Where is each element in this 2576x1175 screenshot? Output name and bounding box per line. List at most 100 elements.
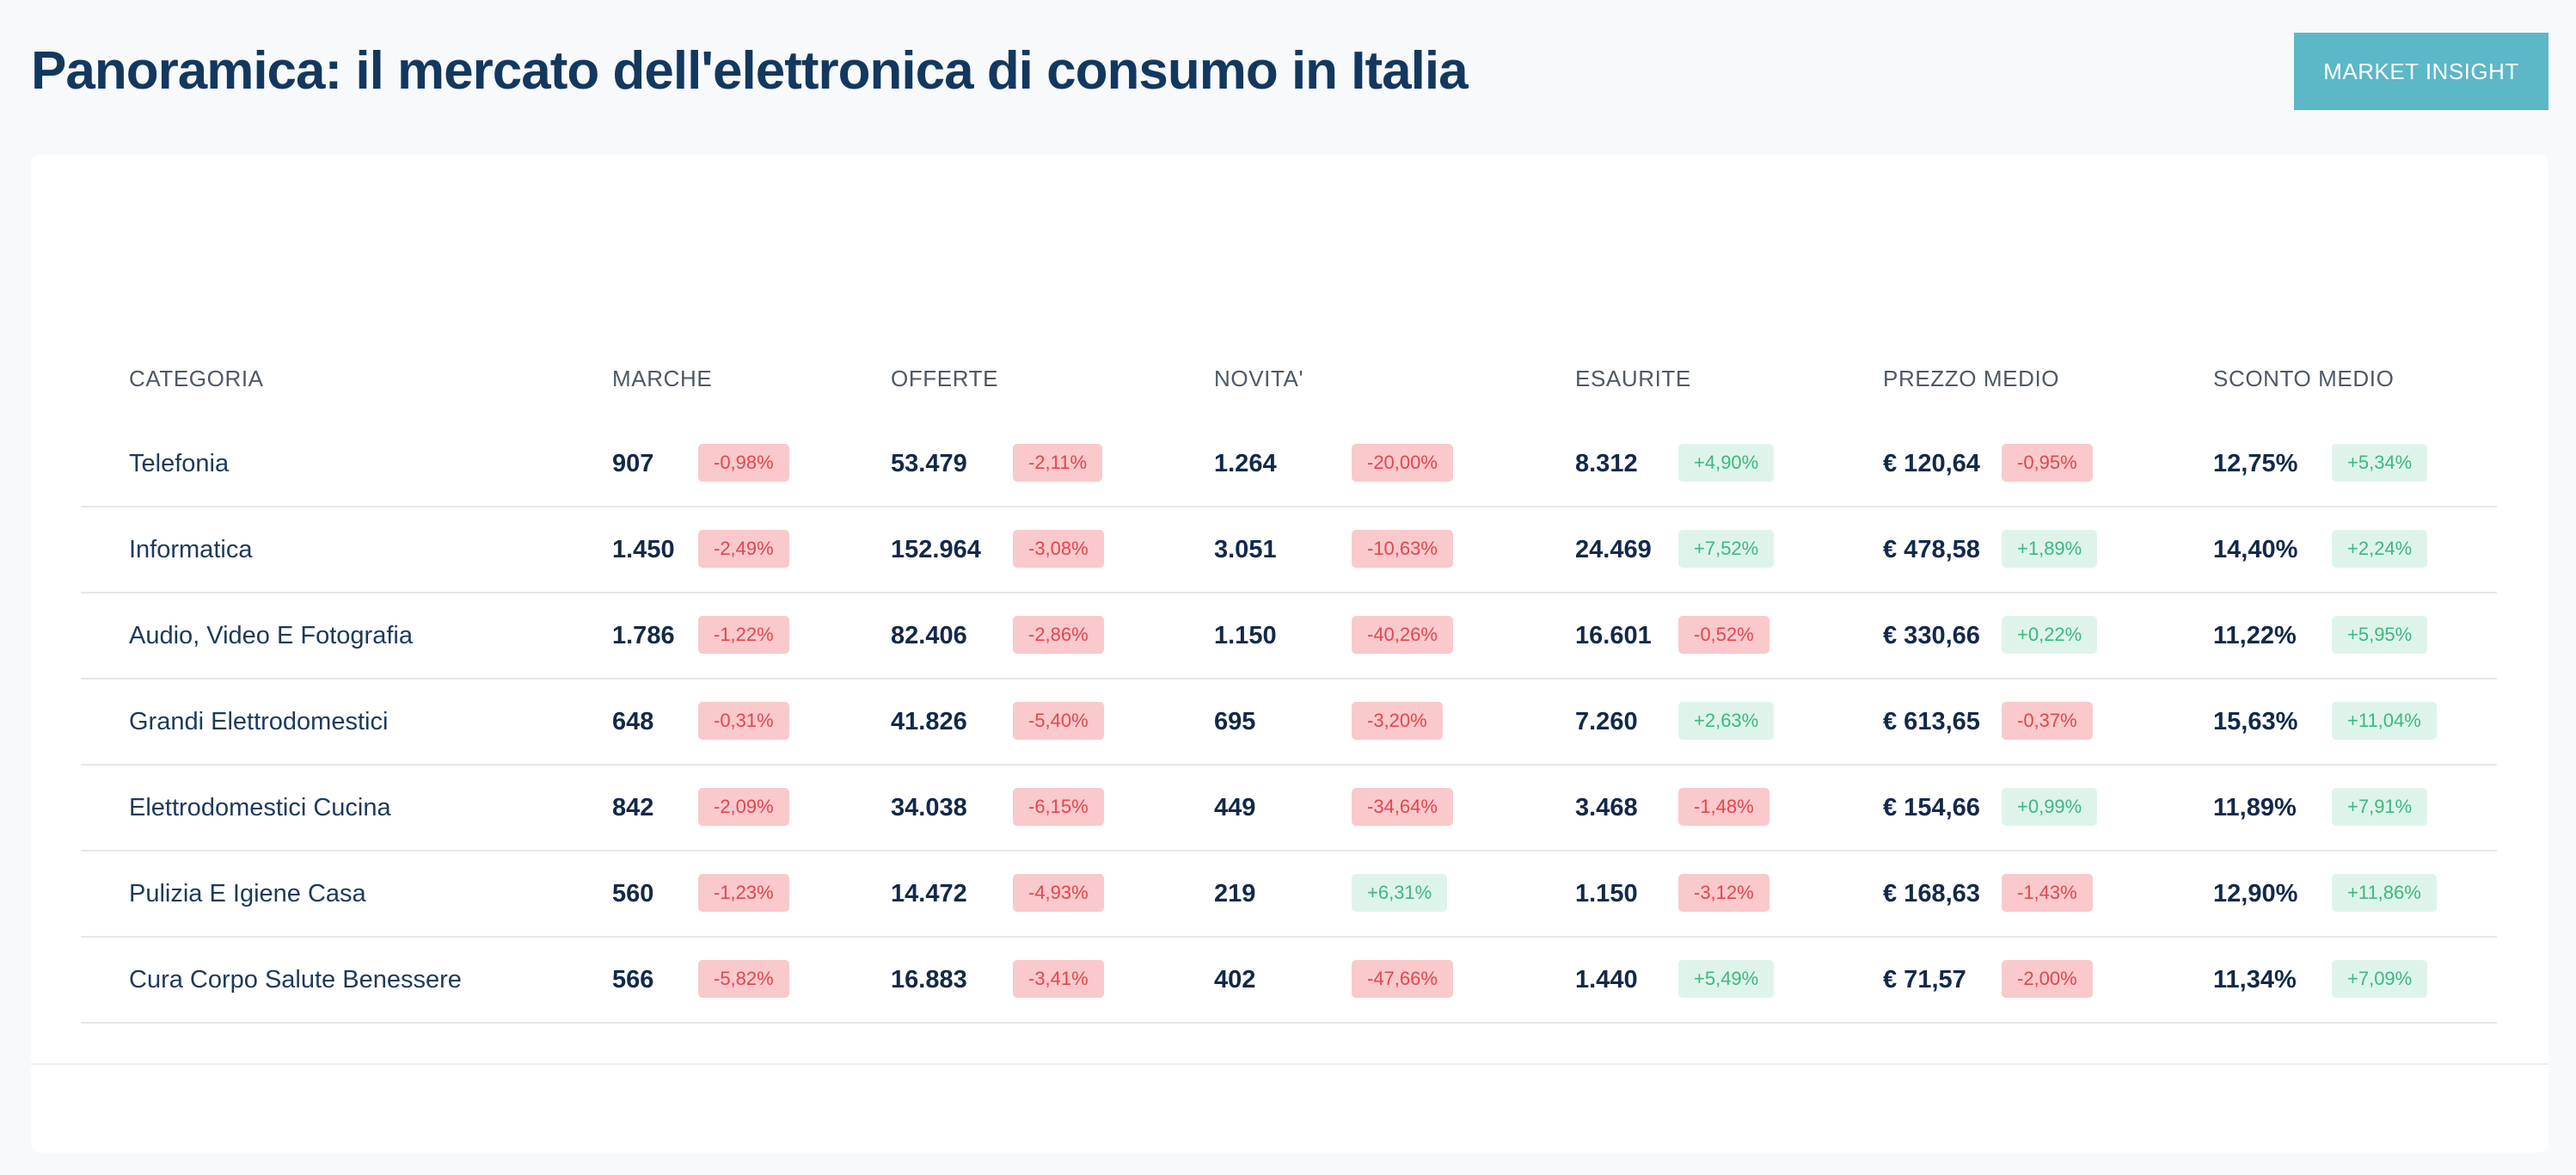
column-header-sconto-medio: SCONTO MEDIO: [2213, 366, 2395, 391]
sconto-medio-value: 14,40%: [2213, 535, 2298, 563]
marche-value: 648: [612, 707, 654, 735]
esaurite-value: 8.312: [1575, 449, 1638, 477]
offerte-value: 34.038: [891, 793, 967, 821]
esaurite-value: 7.260: [1575, 707, 1638, 735]
offerte-change-badge: -2,86%: [1013, 616, 1104, 654]
marche-change-badge: -0,31%: [698, 702, 789, 740]
sconto-medio-value: 15,63%: [2213, 707, 2298, 735]
column-header-categoria: CATEGORIA: [129, 366, 264, 391]
marche-change-badge: -0,98%: [698, 444, 789, 482]
overview-card: CATEGORIA MARCHE OFFERTE NOVITA' ESAURIT…: [31, 155, 2548, 1153]
offerte-value: 82.406: [891, 621, 967, 649]
offerte-value: 16.883: [891, 965, 967, 994]
table-row: Elettrodomestici Cucina 842 -2,09% 34.038 -6…: [81, 766, 2497, 852]
esaurite-value: 1.440: [1575, 965, 1638, 994]
sconto-medio-change-badge: +5,34%: [2332, 444, 2428, 482]
market-insight-button[interactable]: MARKET INSIGHT: [2294, 33, 2548, 110]
prezzo-medio-change-badge: -0,95%: [2002, 444, 2093, 482]
novita-value: 219: [1214, 879, 1256, 907]
esaurite-value: 16.601: [1575, 621, 1652, 649]
prezzo-medio-value: € 168,63: [1883, 879, 1980, 907]
card-divider: [31, 1063, 2548, 1065]
sconto-medio-change-badge: +5,95%: [2332, 616, 2428, 654]
prezzo-medio-value: € 71,57: [1883, 965, 1966, 994]
prezzo-medio-change-badge: +1,89%: [2002, 530, 2098, 568]
table-row: Telefonia 907 -0,98% 53.479 -2,11% 1.264 -20,0…: [81, 421, 2497, 508]
marche-value: 842: [612, 793, 654, 821]
novita-change-badge: -20,00%: [1352, 444, 1453, 482]
marche-value: 1.450: [612, 535, 675, 563]
marche-change-badge: -1,22%: [698, 616, 789, 654]
page-title: Panoramica: il mercato dell'elettronica …: [31, 41, 1469, 101]
prezzo-medio-change-badge: +0,22%: [2002, 616, 2098, 654]
sconto-medio-change-badge: +7,09%: [2332, 960, 2428, 998]
prezzo-medio-value: € 478,58: [1883, 535, 1980, 563]
table-row: Pulizia E Igiene Casa 560 -1,23% 14.472 -4,9…: [81, 852, 2497, 938]
sconto-medio-value: 11,34%: [2213, 965, 2297, 994]
column-header-prezzo-medio: PREZZO MEDIO: [1883, 366, 2060, 391]
prezzo-medio-change-badge: +0,99%: [2002, 788, 2098, 826]
novita-value: 449: [1214, 793, 1256, 821]
offerte-change-badge: -2,11%: [1013, 444, 1103, 482]
category-name: Pulizia E Igiene Casa: [129, 879, 366, 907]
offerte-value: 14.472: [891, 879, 967, 907]
sconto-medio-change-badge: +11,04%: [2332, 702, 2437, 740]
sconto-medio-value: 11,89%: [2213, 793, 2297, 821]
esaurite-change-badge: -1,48%: [1678, 788, 1769, 826]
novita-value: 1.264: [1214, 449, 1277, 477]
esaurite-change-badge: +5,49%: [1678, 960, 1775, 998]
offerte-change-badge: -5,40%: [1013, 702, 1104, 740]
column-header-novita: NOVITA': [1214, 366, 1304, 391]
marche-value: 560: [612, 879, 654, 907]
category-name: Informatica: [129, 535, 253, 563]
sconto-medio-value: 11,22%: [2213, 621, 2297, 649]
offerte-change-badge: -3,08%: [1013, 530, 1104, 568]
marche-change-badge: -2,49%: [698, 530, 789, 568]
column-header-offerte: OFFERTE: [891, 366, 999, 391]
prezzo-medio-change-badge: -2,00%: [2002, 960, 2093, 998]
marche-value: 566: [612, 965, 654, 994]
esaurite-change-badge: -3,12%: [1678, 874, 1769, 912]
offerte-change-badge: -6,15%: [1013, 788, 1104, 826]
esaurite-value: 3.468: [1575, 793, 1638, 821]
table-header-row: CATEGORIA MARCHE OFFERTE NOVITA' ESAURIT…: [81, 335, 2497, 421]
esaurite-change-badge: +7,52%: [1678, 530, 1775, 568]
offerte-value: 53.479: [891, 449, 967, 477]
novita-value: 3.051: [1214, 535, 1277, 563]
table-row: Informatica 1.450 -2,49% 152.964 -3,08% 3.051…: [81, 508, 2497, 594]
novita-value: 402: [1214, 965, 1256, 994]
category-name: Telefonia: [129, 449, 230, 477]
category-name: Elettrodomestici Cucina: [129, 793, 391, 821]
novita-change-badge: -40,26%: [1352, 616, 1453, 654]
sconto-medio-change-badge: +11,86%: [2332, 874, 2437, 912]
category-name: Audio, Video E Fotografia: [129, 621, 413, 649]
marche-change-badge: -5,82%: [698, 960, 789, 998]
esaurite-value: 1.150: [1575, 879, 1638, 907]
novita-change-badge: -10,63%: [1352, 530, 1453, 568]
novita-change-badge: +6,31%: [1352, 874, 1448, 912]
column-header-marche: MARCHE: [612, 366, 713, 391]
offerte-value: 41.826: [891, 707, 967, 735]
marche-value: 1.786: [612, 621, 675, 649]
sconto-medio-change-badge: +2,24%: [2332, 530, 2428, 568]
market-table: CATEGORIA MARCHE OFFERTE NOVITA' ESAURIT…: [81, 335, 2497, 1024]
offerte-change-badge: -3,41%: [1013, 960, 1104, 998]
sconto-medio-value: 12,90%: [2213, 879, 2298, 907]
table-row: Audio, Video E Fotografia 1.786 -1,22% 82.4…: [81, 594, 2497, 680]
marche-change-badge: -2,09%: [698, 788, 789, 826]
column-header-esaurite: ESAURITE: [1575, 366, 1691, 391]
prezzo-medio-change-badge: -1,43%: [2002, 874, 2093, 912]
prezzo-medio-change-badge: -0,37%: [2002, 702, 2093, 740]
table-body: Telefonia 907 -0,98% 53.479 -2,11% 1.264 -20,0…: [81, 421, 2497, 1024]
category-name: Grandi Elettrodomestici: [129, 707, 389, 735]
prezzo-medio-value: € 613,65: [1883, 707, 1980, 735]
novita-change-badge: -3,20%: [1352, 702, 1443, 740]
esaurite-change-badge: -0,52%: [1678, 616, 1769, 654]
esaurite-change-badge: +2,63%: [1678, 702, 1775, 740]
table-row: Cura Corpo Salute Benessere 566 -5,82% 16.8…: [81, 938, 2497, 1024]
sconto-medio-change-badge: +7,91%: [2332, 788, 2428, 826]
marche-change-badge: -1,23%: [698, 874, 789, 912]
table-row: Grandi Elettrodomestici 648 -0,31% 41.826 -5…: [81, 680, 2497, 766]
esaurite-value: 24.469: [1575, 535, 1652, 563]
